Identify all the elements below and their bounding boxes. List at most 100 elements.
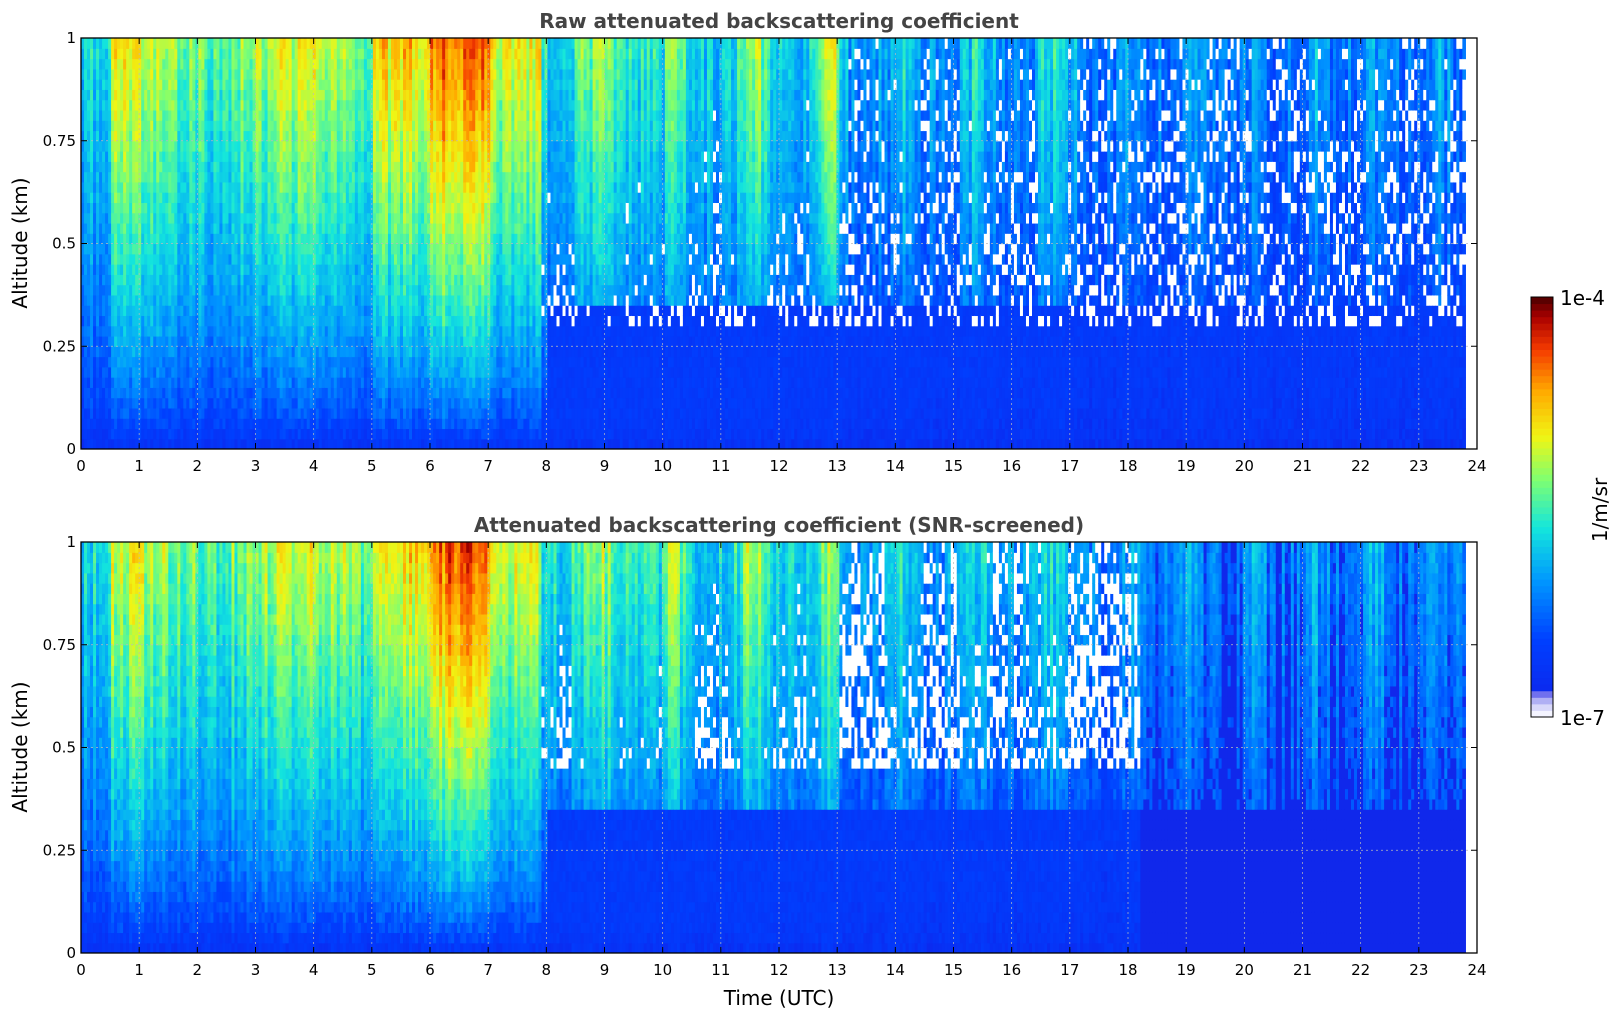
- heatmap-cell: [177, 140, 181, 152]
- heatmap-cell: [156, 151, 160, 162]
- heatmap-cell: [93, 58, 97, 70]
- heatmap-cell: [102, 181, 106, 193]
- heatmap-cell: [93, 366, 97, 378]
- heatmap-cell: [90, 130, 94, 142]
- heatmap-cell: [87, 222, 91, 234]
- heatmap-cell: [186, 407, 190, 419]
- heatmap-cell: [153, 274, 157, 286]
- heatmap-cell: [192, 233, 196, 245]
- heatmap-cell: [168, 346, 172, 358]
- heatmap-column: [192, 38, 196, 449]
- heatmap-cell: [96, 120, 100, 132]
- heatmap-cell: [102, 407, 106, 419]
- heatmap-cell: [123, 438, 127, 449]
- heatmap-cell: [189, 407, 193, 419]
- heatmap-cell: [96, 48, 100, 60]
- heatmap-cell: [84, 130, 88, 142]
- heatmap-cell: [162, 58, 166, 70]
- heatmap-cell: [189, 377, 193, 388]
- heatmap-cell: [117, 58, 121, 70]
- heatmap-cell: [171, 130, 175, 142]
- heatmap-cell: [132, 68, 136, 80]
- heatmap-cell: [168, 356, 172, 368]
- heatmap-cell: [183, 130, 187, 142]
- heatmap-cell: [141, 99, 145, 111]
- heatmap-cell: [156, 233, 160, 245]
- heatmap-cell: [189, 38, 193, 49]
- heatmap-cell: [93, 346, 97, 358]
- heatmap-cell: [138, 315, 142, 327]
- heatmap-cell: [150, 315, 154, 327]
- heatmap-cell: [180, 253, 184, 265]
- heatmap-cell: [114, 79, 118, 90]
- heatmap-cell: [84, 397, 88, 409]
- heatmap-cell: [201, 305, 205, 317]
- heatmap-cell: [207, 264, 212, 275]
- heatmap-cell: [153, 366, 157, 378]
- heatmap-cell: [135, 222, 139, 234]
- heatmap-cell: [159, 438, 163, 449]
- heatmap-cell: [123, 151, 127, 162]
- heatmap-cell: [84, 222, 88, 234]
- heatmap-cell: [111, 325, 115, 337]
- heatmap-cell: [81, 243, 85, 255]
- heatmap-cell: [132, 253, 136, 265]
- heatmap-cell: [111, 428, 115, 440]
- heatmap-cell: [174, 48, 178, 60]
- heatmap-cell: [120, 192, 124, 204]
- heatmap-cell: [108, 79, 112, 90]
- heatmap-cell: [204, 120, 208, 132]
- heatmap-cell: [183, 120, 187, 132]
- heatmap-cell: [93, 140, 97, 152]
- heatmap-cell: [189, 366, 193, 378]
- heatmap-cell: [111, 192, 115, 204]
- heatmap-cell: [171, 377, 175, 388]
- heatmap-cell: [201, 58, 205, 70]
- heatmap-cell: [138, 407, 142, 419]
- heatmap-cell: [141, 346, 145, 358]
- heatmap-cell: [174, 366, 178, 378]
- heatmap-cell: [165, 407, 169, 419]
- heatmap-cell: [96, 58, 100, 70]
- heatmap-cell: [141, 253, 145, 265]
- heatmap-cell: [87, 171, 91, 183]
- heatmap-cell: [129, 130, 133, 142]
- heatmap-cell: [159, 264, 163, 275]
- heatmap-cell: [105, 335, 109, 347]
- heatmap-cell: [126, 407, 130, 419]
- heatmap-cell: [87, 356, 91, 368]
- heatmap-cell: [141, 38, 145, 49]
- heatmap-cell: [180, 315, 184, 327]
- heatmap-cell: [132, 315, 136, 327]
- heatmap-cell: [174, 79, 178, 90]
- heatmap-cell: [105, 58, 109, 70]
- heatmap-cell: [150, 58, 154, 70]
- heatmap-cell: [117, 428, 121, 440]
- heatmap-cell: [126, 151, 130, 162]
- heatmap-cell: [159, 109, 163, 121]
- heatmap-cell: [96, 387, 100, 399]
- heatmap-cell: [177, 109, 181, 121]
- heatmap-cell: [117, 181, 121, 193]
- heatmap-cell: [141, 418, 145, 430]
- heatmap-cell: [102, 377, 106, 388]
- heatmap-cell: [204, 109, 208, 121]
- heatmap-cell: [138, 38, 142, 49]
- heatmap-cell: [108, 335, 112, 347]
- heatmap-cell: [90, 377, 94, 388]
- heatmap-cell: [81, 89, 85, 101]
- heatmap-cell: [81, 58, 85, 70]
- heatmap-cell: [123, 274, 127, 286]
- heatmap-cell: [156, 407, 160, 419]
- heatmap-cell: [96, 407, 100, 419]
- heatmap-cell: [84, 202, 88, 214]
- heatmap-cell: [135, 233, 139, 245]
- heatmap-cell: [132, 325, 136, 337]
- heatmap-cell: [174, 233, 178, 245]
- heatmap-cell: [144, 325, 148, 337]
- heatmap-cell: [87, 397, 91, 409]
- heatmap-cell: [111, 151, 115, 162]
- heatmap-cell: [207, 89, 212, 101]
- heatmap-cell: [195, 356, 199, 368]
- heatmap-cell: [138, 79, 142, 90]
